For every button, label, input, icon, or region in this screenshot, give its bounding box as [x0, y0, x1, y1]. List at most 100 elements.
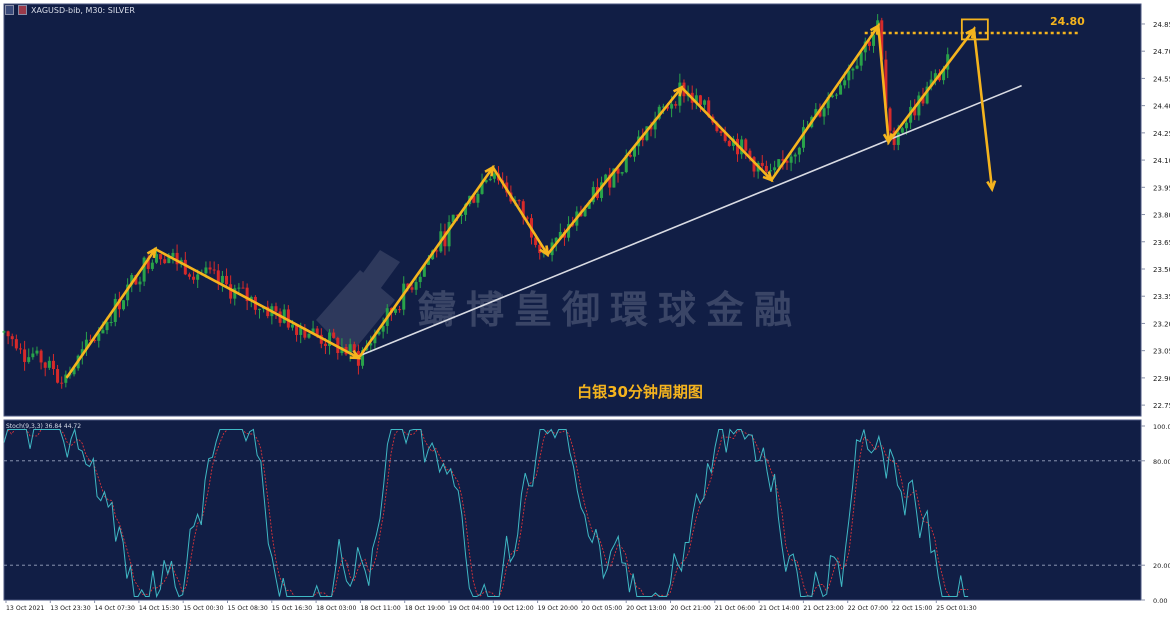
- candle-body: [47, 360, 51, 368]
- candle-body: [142, 257, 146, 282]
- swing-arrowhead: [349, 349, 362, 360]
- candle-body: [101, 330, 105, 334]
- swing-arrowhead: [484, 164, 495, 177]
- candle-body: [789, 156, 793, 163]
- candle-body: [921, 95, 925, 104]
- candle-body: [929, 79, 933, 87]
- stoch-tick-label: 80.00: [1153, 458, 1170, 466]
- candle-body: [225, 275, 229, 285]
- x-tick-label: 22 Oct 15:00: [892, 605, 932, 612]
- support-trendline[interactable]: [353, 84, 1022, 359]
- stoch-label: Stoch(9,3,3) 36.84 44.72: [6, 423, 81, 430]
- candle-body: [208, 267, 212, 270]
- candle-body: [773, 167, 777, 171]
- x-tick-label: 15 Oct 16:30: [272, 605, 312, 612]
- candle-body: [645, 126, 649, 141]
- candle-body: [435, 250, 439, 252]
- candle-body: [904, 122, 908, 129]
- swing-arrowhead: [986, 180, 997, 193]
- candle-body: [587, 202, 591, 209]
- candle-body: [290, 324, 294, 328]
- candle-body: [480, 182, 484, 194]
- candle-body: [583, 208, 587, 217]
- candle-body: [616, 168, 620, 174]
- candle-body: [311, 328, 315, 334]
- y-tick-label: 23.05: [1153, 348, 1170, 356]
- stoch-tick-label: 20.00: [1153, 562, 1170, 570]
- candle-body: [187, 274, 191, 277]
- y-tick-label: 23.50: [1153, 266, 1170, 274]
- candle-body: [723, 132, 727, 141]
- candle-body: [245, 287, 249, 302]
- candle-body: [361, 350, 365, 366]
- candle-body: [27, 357, 31, 362]
- y-tick-label: 23.95: [1153, 184, 1170, 192]
- candle-body: [628, 154, 632, 157]
- candle-body: [89, 339, 93, 341]
- candle-body: [760, 162, 764, 166]
- candle-body: [814, 109, 818, 117]
- y-tick-label: 23.35: [1153, 293, 1170, 301]
- candle-body: [84, 339, 88, 350]
- candle-body: [707, 100, 711, 117]
- candle-body: [146, 257, 150, 269]
- stoch-tick-label: 0.00: [1153, 597, 1167, 605]
- candle-body: [64, 374, 68, 383]
- candle-body: [39, 350, 43, 363]
- candle-body: [653, 118, 657, 130]
- flag-icon: [18, 5, 27, 15]
- candle-body: [175, 252, 179, 265]
- candle-body: [126, 284, 130, 301]
- candle-body: [97, 333, 101, 341]
- swing-arrowhead: [762, 171, 774, 183]
- price-panel: [3, 3, 1142, 417]
- candle-body: [14, 339, 18, 349]
- candle-body: [785, 160, 789, 163]
- candle-body: [880, 20, 884, 60]
- stoch-k-line[interactable]: [3, 427, 969, 599]
- candle-body: [534, 237, 538, 245]
- candle-body: [10, 336, 14, 340]
- candle-body: [855, 65, 859, 69]
- candle-body: [777, 159, 781, 168]
- candle-body: [134, 275, 138, 285]
- candle-body: [130, 275, 134, 285]
- candle-body: [398, 309, 402, 311]
- candle-body: [896, 132, 900, 145]
- candle-body: [859, 52, 863, 66]
- candle-body: [220, 275, 224, 283]
- candle-body: [192, 276, 196, 280]
- x-tick-label: 18 Oct 03:00: [316, 605, 356, 612]
- candle-body: [51, 360, 55, 370]
- candle-body: [204, 267, 208, 274]
- candle-body: [373, 334, 377, 344]
- candle-body: [472, 195, 476, 203]
- y-tick-label: 24.55: [1153, 75, 1170, 83]
- candle-body: [295, 324, 299, 335]
- candle-body: [624, 154, 628, 173]
- x-tick-label: 14 Oct 15:30: [139, 605, 179, 612]
- candle-body: [369, 343, 373, 346]
- candle-body: [80, 349, 84, 356]
- candle-body: [744, 139, 748, 151]
- candle-body: [694, 95, 698, 103]
- swing-arrowhead: [882, 133, 893, 145]
- candle-body: [517, 200, 521, 202]
- candle-body: [781, 159, 785, 161]
- candle-body: [274, 306, 278, 312]
- candle-body: [216, 270, 220, 283]
- candle-body: [801, 127, 805, 148]
- swing-arrowhead: [146, 246, 157, 259]
- candle-body: [459, 214, 463, 216]
- swing-arrowhead: [539, 245, 550, 257]
- candle-body: [229, 284, 233, 299]
- x-tick-label: 20 Oct 21:00: [671, 605, 711, 612]
- candle-body: [406, 283, 410, 288]
- candle-body: [56, 369, 60, 383]
- candle-body: [109, 322, 113, 324]
- y-tick-label: 23.65: [1153, 239, 1170, 247]
- y-tick-label: 24.10: [1153, 157, 1170, 165]
- candle-body: [641, 136, 645, 141]
